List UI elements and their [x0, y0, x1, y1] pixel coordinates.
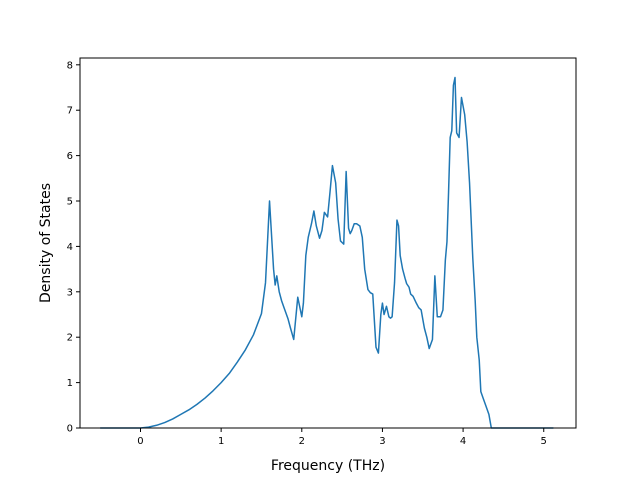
- y-axis: 0 1 2 3 4 5 6 7 8: [67, 60, 80, 435]
- y-tick-label: 1: [67, 378, 73, 389]
- y-axis-label: Density of States: [38, 183, 54, 303]
- y-tick-label: 5: [67, 197, 73, 208]
- axes-frame: [79, 57, 577, 429]
- y-tick-label: 0: [67, 424, 73, 435]
- y-tick-label: 4: [67, 242, 73, 253]
- x-tick-label: 4: [460, 436, 466, 447]
- x-tick-label: 2: [299, 436, 305, 447]
- x-tick-label: 5: [541, 436, 547, 447]
- y-tick-label: 7: [67, 106, 73, 117]
- y-tick-label: 8: [67, 60, 73, 71]
- y-tick-label: 3: [67, 287, 73, 298]
- x-axis: 0 1 2 3 4 5: [137, 428, 547, 447]
- x-axis-label: Frequency (THz): [271, 458, 385, 474]
- y-tick-label: 6: [67, 151, 73, 162]
- x-tick-label: 3: [379, 436, 385, 447]
- series-line-0: [100, 76, 554, 429]
- x-tick-label: 1: [218, 436, 224, 447]
- y-tick-label: 2: [67, 333, 73, 344]
- plot-area: [100, 76, 554, 429]
- x-tick-label: 0: [137, 436, 143, 447]
